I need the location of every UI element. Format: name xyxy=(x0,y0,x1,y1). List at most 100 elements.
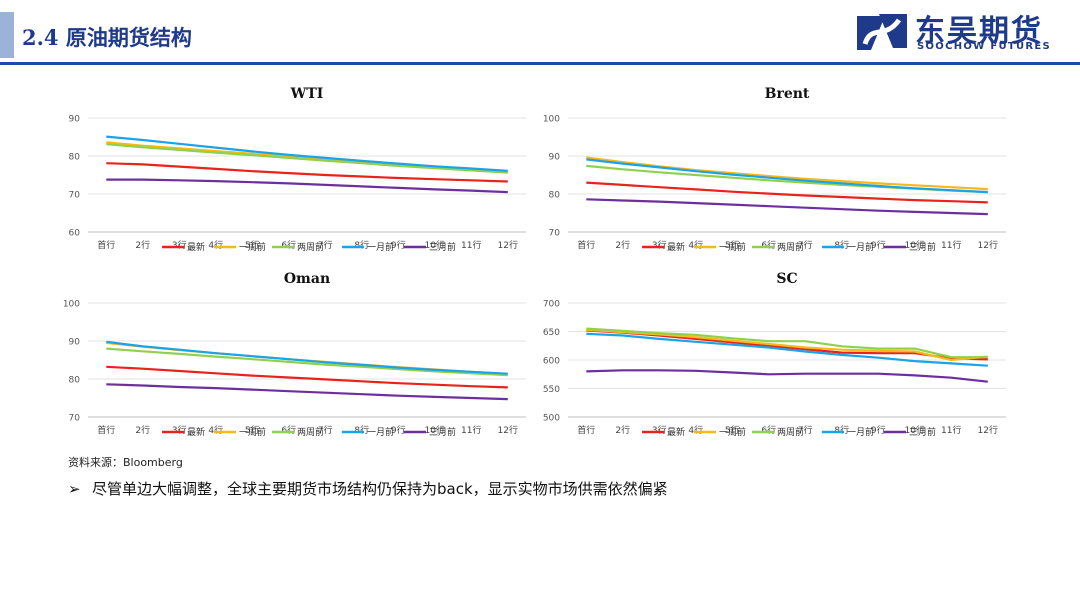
legend-label: 一周前 xyxy=(719,241,746,253)
legend-label: 最新 xyxy=(667,426,685,438)
legend-label: 两周前 xyxy=(777,426,804,438)
y-tick-label: 90 xyxy=(69,338,81,348)
soochow-logo-icon xyxy=(857,14,907,50)
y-tick-label: 80 xyxy=(69,153,81,163)
x-tick-label: 4行 xyxy=(688,239,703,251)
legend-label: 三月前 xyxy=(909,426,936,438)
legend-label: 最新 xyxy=(187,241,205,253)
y-tick-label: 70 xyxy=(549,229,561,239)
bullet-text: 尽管单边大幅调整，全球主要期货市场结构仍保持为back，显示实物市场供需依然偏紧 xyxy=(92,480,668,498)
legend-label: 一周前 xyxy=(719,426,746,438)
x-tick-label: 11行 xyxy=(941,424,961,436)
legend-label: 三月前 xyxy=(429,241,456,253)
x-tick-label: 12行 xyxy=(498,239,518,251)
chart-svg: WTI60708090首行2行3行4行5行6行7行8行9行10行11行12行最新… xyxy=(69,86,526,253)
header-accent-bar xyxy=(0,12,14,58)
legend-label: 一月前 xyxy=(847,241,874,253)
x-tick-label: 11行 xyxy=(461,424,481,436)
x-tick-label: 9行 xyxy=(871,424,886,436)
x-tick-label: 2行 xyxy=(615,424,630,436)
arrow-bullet-icon: ➢ xyxy=(68,480,81,498)
series-line-4 xyxy=(586,332,988,367)
x-tick-label: 11行 xyxy=(461,239,481,251)
x-tick-label: 7行 xyxy=(798,239,813,251)
series-line-5 xyxy=(106,383,508,401)
source-note: 资料来源：Bloomberg xyxy=(68,456,183,469)
y-tick-label: 600 xyxy=(543,357,560,367)
x-tick-label: 11行 xyxy=(941,239,961,251)
y-tick-label: 550 xyxy=(543,385,560,395)
x-tick-label: 6行 xyxy=(761,424,776,436)
legend-label: 一月前 xyxy=(367,241,394,253)
series-line-2 xyxy=(586,156,988,191)
y-tick-label: 700 xyxy=(543,300,560,310)
x-tick-label: 6行 xyxy=(281,239,296,251)
y-tick-label: 650 xyxy=(543,328,560,338)
chart-title: Brent xyxy=(765,86,810,102)
x-tick-label: 首行 xyxy=(97,239,115,251)
series-line-5 xyxy=(106,178,508,194)
x-tick-label: 5行 xyxy=(725,239,740,251)
x-tick-label: 2行 xyxy=(135,239,150,251)
x-tick-label: 12行 xyxy=(978,424,998,436)
x-tick-label: 2行 xyxy=(615,239,630,251)
x-tick-label: 12行 xyxy=(978,239,998,251)
chart-title: WTI xyxy=(290,86,324,102)
y-tick-label: 100 xyxy=(543,115,560,125)
series-line-1 xyxy=(106,162,508,183)
x-tick-label: 9行 xyxy=(871,239,886,251)
legend-label: 一周前 xyxy=(239,426,266,438)
x-tick-label: 3行 xyxy=(172,239,187,251)
x-tick-label: 7行 xyxy=(318,424,333,436)
x-tick-label: 10行 xyxy=(905,239,925,251)
y-tick-label: 500 xyxy=(543,414,560,424)
series-line-4 xyxy=(586,158,988,194)
chart-title: SC xyxy=(776,271,797,287)
chart-brent: Brent708090100首行2行3行4行5行6行7行8行9行10行11行12… xyxy=(530,80,1020,260)
x-tick-label: 首行 xyxy=(97,424,115,436)
x-tick-label: 5行 xyxy=(725,424,740,436)
company-logo: 东吴期货 SOOCHOW FUTURES xyxy=(855,8,1060,56)
legend-label: 三月前 xyxy=(909,241,936,253)
x-tick-label: 7行 xyxy=(318,239,333,251)
x-tick-label: 9行 xyxy=(391,424,406,436)
x-tick-label: 首行 xyxy=(577,424,595,436)
legend-label: 三月前 xyxy=(429,426,456,438)
series-line-3 xyxy=(106,143,508,174)
legend-label: 两周前 xyxy=(777,241,804,253)
logo-chinese-name: 东吴期货 xyxy=(915,14,1043,49)
x-tick-label: 4行 xyxy=(208,239,223,251)
series-line-3 xyxy=(586,327,988,359)
x-tick-label: 9行 xyxy=(391,239,406,251)
series-line-1 xyxy=(586,181,988,204)
y-tick-label: 70 xyxy=(69,191,81,201)
legend-label: 两周前 xyxy=(297,241,324,253)
page-title: 2.4 原油期货结构 xyxy=(22,25,192,50)
chart-title: Oman xyxy=(284,271,330,287)
legend-label: 最新 xyxy=(187,426,205,438)
y-tick-label: 100 xyxy=(63,300,80,310)
x-tick-label: 10行 xyxy=(905,424,925,436)
x-tick-label: 5行 xyxy=(245,239,260,251)
header-divider xyxy=(0,62,1080,65)
x-tick-label: 2行 xyxy=(135,424,150,436)
x-tick-label: 3行 xyxy=(652,239,667,251)
y-tick-label: 80 xyxy=(549,191,561,201)
x-tick-label: 4行 xyxy=(688,424,703,436)
y-tick-label: 70 xyxy=(69,414,81,424)
legend-label: 一周前 xyxy=(239,241,266,253)
series-line-4 xyxy=(106,135,508,172)
x-tick-label: 3行 xyxy=(652,424,667,436)
x-tick-label: 4行 xyxy=(208,424,223,436)
chart-svg: Brent708090100首行2行3行4行5行6行7行8行9行10行11行12… xyxy=(543,86,1006,253)
x-tick-label: 6行 xyxy=(281,424,296,436)
series-line-1 xyxy=(106,365,508,389)
x-tick-label: 首行 xyxy=(577,239,595,251)
legend-label: 一月前 xyxy=(847,426,874,438)
chart-sc: SC500550600650700首行2行3行4行5行6行7行8行9行10行11… xyxy=(530,265,1020,445)
chart-svg: SC500550600650700首行2行3行4行5行6行7行8行9行10行11… xyxy=(543,271,1006,438)
x-tick-label: 6行 xyxy=(761,239,776,251)
x-tick-label: 3行 xyxy=(172,424,187,436)
series-line-5 xyxy=(586,198,988,216)
logo-english-name: SOOCHOW FUTURES xyxy=(917,41,1052,52)
